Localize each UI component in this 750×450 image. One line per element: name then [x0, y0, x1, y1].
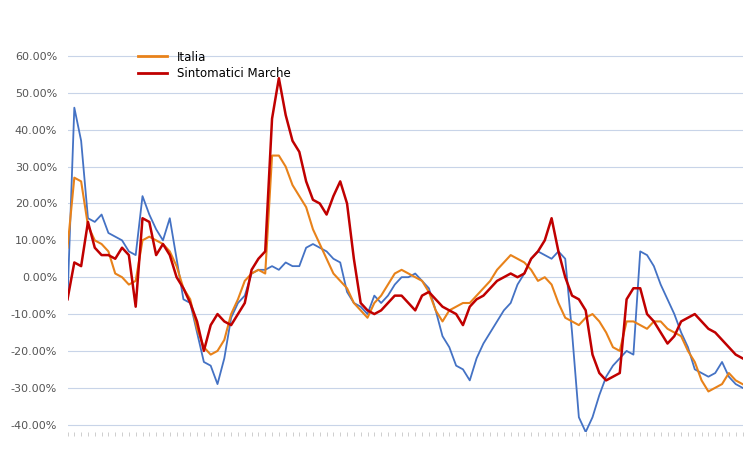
Legend: Italia, Sintomatici Marche: Italia, Sintomatici Marche [134, 47, 294, 84]
